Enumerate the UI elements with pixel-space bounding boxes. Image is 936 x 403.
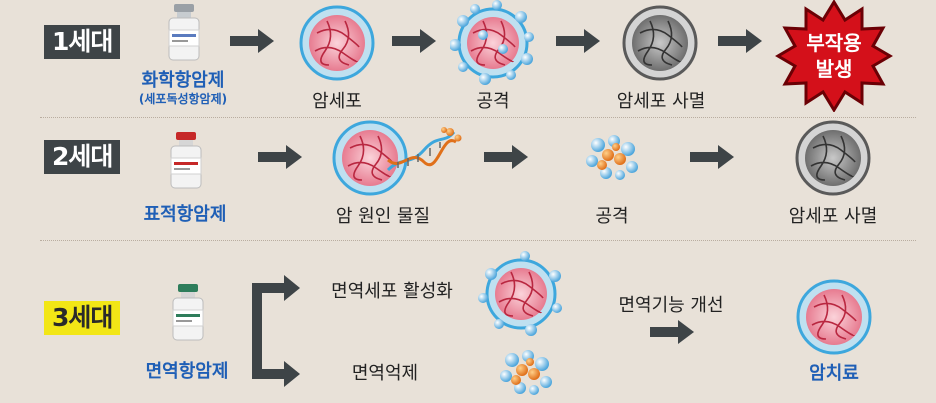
arrow-icon — [556, 29, 600, 53]
molecule-cluster-icon — [586, 135, 638, 180]
dna-icon — [386, 127, 462, 172]
molecule-cluster-icon — [500, 350, 552, 395]
cancer-cell-icon — [299, 5, 375, 81]
dead-cell-icon — [795, 120, 871, 196]
drug-label: 면역항암제 — [145, 361, 229, 382]
drug-label: 화학항암제 — [141, 70, 225, 91]
improve-label: 면역기능 개선 — [618, 295, 724, 316]
arrow-icon — [690, 145, 734, 169]
row-gen2: 2세대 표적항암제 암 원인 물질 — [0, 118, 936, 238]
vial-icon — [170, 132, 202, 189]
arrow-icon — [718, 29, 762, 53]
result-label: 암치료 — [809, 363, 859, 384]
vial-icon — [172, 284, 204, 341]
generation-badge: 1세대 — [44, 25, 121, 59]
row-gen3: 3세대 면역항암제 면역세포 활성화 면역억제 — [0, 241, 936, 403]
step-label: 암 원인 물질 — [335, 206, 431, 227]
cancer-cell-icon — [796, 279, 872, 355]
outcome-line-1: 부작용 — [806, 31, 862, 55]
step-label: 암세포 사멸 — [788, 206, 878, 227]
row-gen1: 1세대 화학항암제 (세포독성항암제) 암세포 공격 암세포 사멸 — [0, 0, 936, 120]
step-label: 공격 — [595, 206, 629, 227]
arrow-icon — [484, 145, 528, 169]
attacked-cell-icon — [450, 0, 534, 85]
arrow-icon — [230, 29, 274, 53]
row-divider — [40, 117, 916, 118]
step-label: 암세포 사멸 — [616, 91, 706, 112]
outcome-line-2: 발생 — [815, 57, 853, 81]
dead-cell-icon — [622, 5, 698, 81]
burst-icon — [775, 0, 893, 112]
attacked-cell-icon — [478, 251, 562, 336]
drug-sublabel: (세포독성항암제) — [138, 92, 228, 106]
drug-label: 표적항암제 — [143, 204, 227, 225]
branch-top-label: 면역세포 활성화 — [331, 281, 453, 302]
step-label: 공격 — [476, 91, 510, 112]
step-label: 암세포 — [312, 91, 362, 112]
branch-arrows — [252, 275, 300, 387]
arrow-icon — [650, 320, 694, 344]
arrow-icon — [392, 29, 436, 53]
vial-icon — [168, 3, 200, 61]
row-divider — [40, 240, 916, 241]
branch-bottom-label: 면역억제 — [351, 363, 419, 384]
generation-badge: 2세대 — [44, 140, 121, 174]
arrow-icon — [258, 145, 302, 169]
generation-badge: 3세대 — [44, 301, 121, 335]
cancer-cell-icon — [332, 120, 408, 196]
